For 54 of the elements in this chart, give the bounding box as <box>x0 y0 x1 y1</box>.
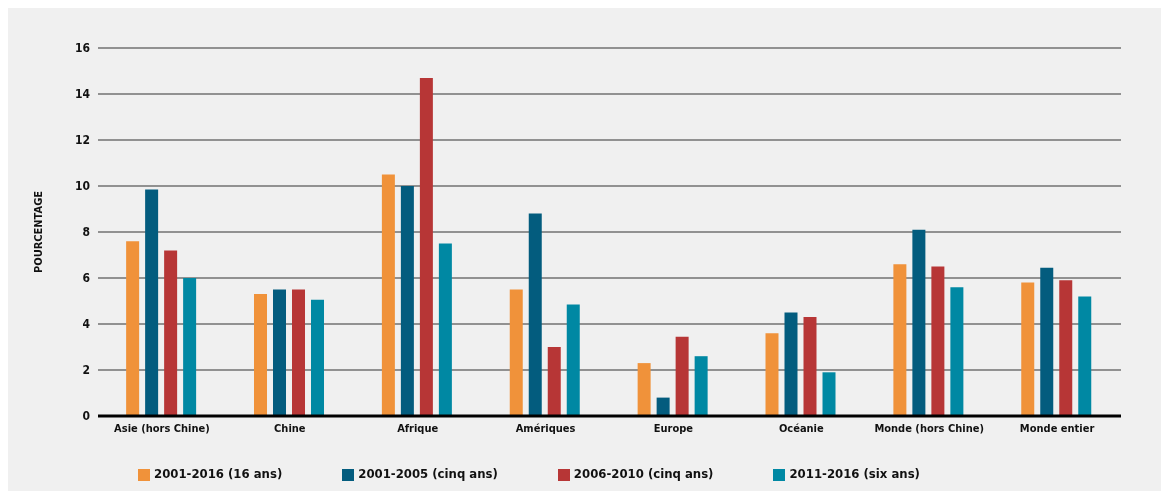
bar <box>528 213 542 416</box>
y-tick-label: 2 <box>82 363 90 378</box>
bar <box>822 372 836 416</box>
bar <box>1059 280 1073 416</box>
bar <box>694 356 708 416</box>
y-tick-label: 6 <box>82 271 90 286</box>
y-tick-label: 16 <box>74 41 90 56</box>
bar <box>931 266 945 416</box>
bar <box>164 250 178 416</box>
x-tick-label: Amériques <box>515 421 576 435</box>
x-tick-label: Océanie <box>778 421 824 435</box>
bar <box>183 278 197 416</box>
x-tick-label: Monde (hors Chine) <box>874 421 984 435</box>
legend-label: 2011-2016 (six ans) <box>789 466 920 481</box>
bar <box>566 304 580 416</box>
bar <box>1021 282 1035 416</box>
bar <box>547 347 561 416</box>
y-tick-label: 14 <box>74 87 91 102</box>
x-tick-label: Chine <box>274 421 306 435</box>
bar <box>292 289 306 416</box>
bar <box>273 289 287 416</box>
bar <box>438 243 452 416</box>
x-tick-label: Asie (hors Chine) <box>114 421 210 435</box>
bar <box>1078 296 1092 416</box>
bar <box>1040 267 1054 416</box>
x-tick-label: Afrique <box>397 421 439 435</box>
bar <box>381 174 395 416</box>
y-axis-title: POURCENTAGE <box>31 190 45 274</box>
bar <box>912 229 926 416</box>
bar <box>419 77 433 416</box>
bar <box>765 333 779 416</box>
x-tick-label: Europe <box>653 421 694 435</box>
bar <box>637 363 651 416</box>
bar <box>784 312 798 416</box>
bar <box>950 287 964 416</box>
legend-label: 2006-2010 (cinq ans) <box>573 466 714 481</box>
y-tick-label: 10 <box>74 179 90 194</box>
x-tick-label: Monde entier <box>1019 421 1095 435</box>
bar <box>675 336 689 416</box>
legend-label: 2001-2005 (cinq ans) <box>358 466 498 481</box>
y-tick-label: 0 <box>82 409 90 424</box>
bar <box>254 294 268 416</box>
bar <box>126 241 140 416</box>
bar <box>145 189 159 416</box>
y-tick-label: 4 <box>82 317 91 332</box>
bar <box>400 186 414 416</box>
bar <box>311 299 325 416</box>
y-tick-label: 12 <box>74 133 90 148</box>
bar <box>656 397 670 416</box>
bar <box>893 264 907 416</box>
y-tick-label: 8 <box>82 225 90 240</box>
legend-label: 2001-2016 (16 ans) <box>154 466 283 481</box>
bar <box>509 289 523 416</box>
bar <box>803 317 817 416</box>
